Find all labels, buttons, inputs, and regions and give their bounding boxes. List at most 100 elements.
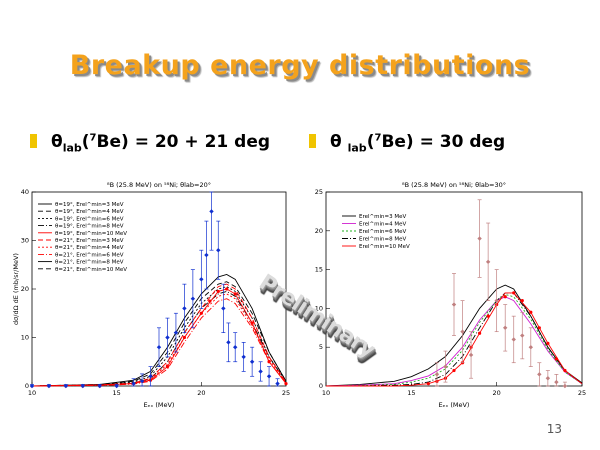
data-point bbox=[80, 383, 85, 389]
red-marker bbox=[284, 381, 288, 386]
x-tick-label: 25 bbox=[282, 389, 290, 397]
data-point bbox=[434, 372, 440, 377]
data-point bbox=[173, 330, 179, 335]
data-point bbox=[537, 372, 542, 377]
series-line-2 bbox=[325, 293, 583, 387]
chart-left: ⁸B (25.8 MeV) on ⁵⁸Ni; θlab=20° 10 15 20 25 0… bbox=[12, 181, 290, 409]
data-point bbox=[156, 345, 162, 350]
chart-right: ⁸B (25.8 MeV) on ⁵⁸Ni; θlab=30° 10 15 20 25 0… bbox=[315, 181, 586, 409]
data-point bbox=[511, 337, 516, 342]
slide-title: Breakup energy distributions bbox=[69, 50, 531, 81]
red-marker bbox=[426, 382, 430, 386]
data-point bbox=[148, 374, 153, 379]
x-tick-label: 25 bbox=[578, 389, 586, 397]
red-marker bbox=[250, 321, 254, 325]
data-point bbox=[451, 302, 457, 307]
legend-label: θ=19°, Erel^min=4 MeV bbox=[55, 209, 124, 215]
red-marker bbox=[529, 310, 533, 314]
y-tick-label: 20 bbox=[315, 227, 323, 235]
data-point bbox=[249, 359, 255, 364]
bullet-theta: θ bbox=[330, 132, 348, 152]
red-marker bbox=[452, 368, 456, 373]
y-tick-label: 25 bbox=[315, 188, 323, 196]
legend-label: θ=19°, Erel^min=8 MeV bbox=[55, 224, 124, 230]
data-point bbox=[477, 236, 482, 241]
data-point bbox=[63, 383, 69, 389]
data-point bbox=[204, 252, 209, 258]
legend-label: Erel^min=8 MeV bbox=[359, 237, 406, 243]
data-point bbox=[29, 383, 35, 389]
red-marker bbox=[512, 291, 516, 295]
data-point bbox=[275, 381, 280, 386]
data-point bbox=[494, 298, 499, 303]
bullet-sub: lab bbox=[347, 141, 367, 155]
red-marker bbox=[537, 326, 541, 330]
legend-label: θ=21°, Erel^min=3 MeV bbox=[55, 238, 124, 244]
red-marker bbox=[478, 331, 482, 335]
bullet-left: θlab(7Be) = 20 + 21 deg bbox=[30, 132, 270, 154]
data-point bbox=[266, 374, 272, 379]
y-tick-label: 30 bbox=[21, 237, 29, 245]
series-line-3 bbox=[326, 292, 583, 387]
data-point bbox=[165, 335, 170, 340]
red-marker bbox=[520, 299, 524, 303]
chart-title: ⁸B (25.8 MeV) on ⁵⁸Ni; θlab=30° bbox=[402, 181, 506, 189]
legend-label: θ=19°, Erel^min=10 MeV bbox=[55, 231, 127, 237]
y-tick-label: 10 bbox=[21, 334, 29, 342]
y-axis-label: dσ/dΩ dE (mb/sr/MeV) bbox=[12, 253, 20, 325]
data-point bbox=[233, 345, 238, 350]
x-tick-label: 20 bbox=[197, 389, 205, 397]
data-point bbox=[209, 209, 214, 214]
data-point bbox=[199, 277, 204, 282]
y-tick-label: 20 bbox=[21, 285, 29, 293]
bullet-right: θ lab(7Be) = 30 deg bbox=[309, 132, 505, 154]
chart-title: ⁸B (25.8 MeV) on ⁵⁸Ni; θlab=20° bbox=[107, 181, 211, 189]
data-point bbox=[190, 296, 196, 301]
data-point bbox=[528, 345, 533, 350]
data-point bbox=[97, 383, 102, 389]
data-point bbox=[503, 325, 508, 330]
legend-label: Erel^min=10 MeV bbox=[359, 244, 410, 250]
y-tick-label: 0 bbox=[25, 382, 29, 390]
x-tick-label: 15 bbox=[407, 389, 415, 397]
legend-label: θ=21°, Erel^min=8 MeV bbox=[55, 260, 124, 266]
bullet-paren: ( bbox=[81, 132, 90, 152]
page-number: 13 bbox=[546, 422, 562, 436]
data-point bbox=[221, 306, 226, 311]
red-marker bbox=[208, 299, 212, 303]
red-marker bbox=[225, 287, 229, 291]
bullet-paren: ( bbox=[366, 132, 375, 152]
red-marker bbox=[165, 365, 170, 369]
data-point bbox=[46, 383, 52, 389]
plot-frame bbox=[325, 191, 583, 387]
data-point bbox=[216, 248, 221, 253]
bullet-sup: 7 bbox=[89, 132, 97, 144]
data-point bbox=[241, 354, 246, 360]
series-line-1 bbox=[325, 296, 583, 387]
red-marker bbox=[563, 368, 567, 373]
data-point bbox=[131, 381, 136, 386]
legend-label: θ=21°, Erel^min=4 MeV bbox=[55, 245, 124, 251]
red-marker bbox=[199, 311, 203, 315]
y-tick-label: 40 bbox=[21, 188, 29, 196]
red-marker bbox=[503, 295, 507, 299]
x-tick-label: 10 bbox=[322, 389, 330, 397]
data-point bbox=[460, 329, 465, 334]
red-marker bbox=[554, 357, 558, 361]
y-tick-label: 15 bbox=[315, 266, 323, 274]
series-line-0 bbox=[325, 284, 583, 387]
data-point bbox=[468, 352, 474, 358]
bullet-text: Be) = 20 + 21 deg bbox=[96, 132, 271, 152]
data-point bbox=[485, 259, 491, 265]
bullet-sup: 7 bbox=[374, 132, 382, 144]
legend-label: Erel^min=6 MeV bbox=[359, 229, 406, 235]
data-point bbox=[114, 383, 119, 389]
legend-label: Erel^min=3 MeV bbox=[359, 214, 406, 220]
legend-label: Erel^min=4 MeV bbox=[359, 222, 406, 228]
red-marker bbox=[546, 341, 550, 345]
bullet-text: Be) = 30 deg bbox=[381, 132, 506, 152]
data-point bbox=[226, 340, 231, 345]
red-marker bbox=[267, 360, 271, 364]
data-point bbox=[545, 376, 551, 381]
legend-label: θ=19°, Erel^min=6 MeV bbox=[55, 216, 124, 222]
